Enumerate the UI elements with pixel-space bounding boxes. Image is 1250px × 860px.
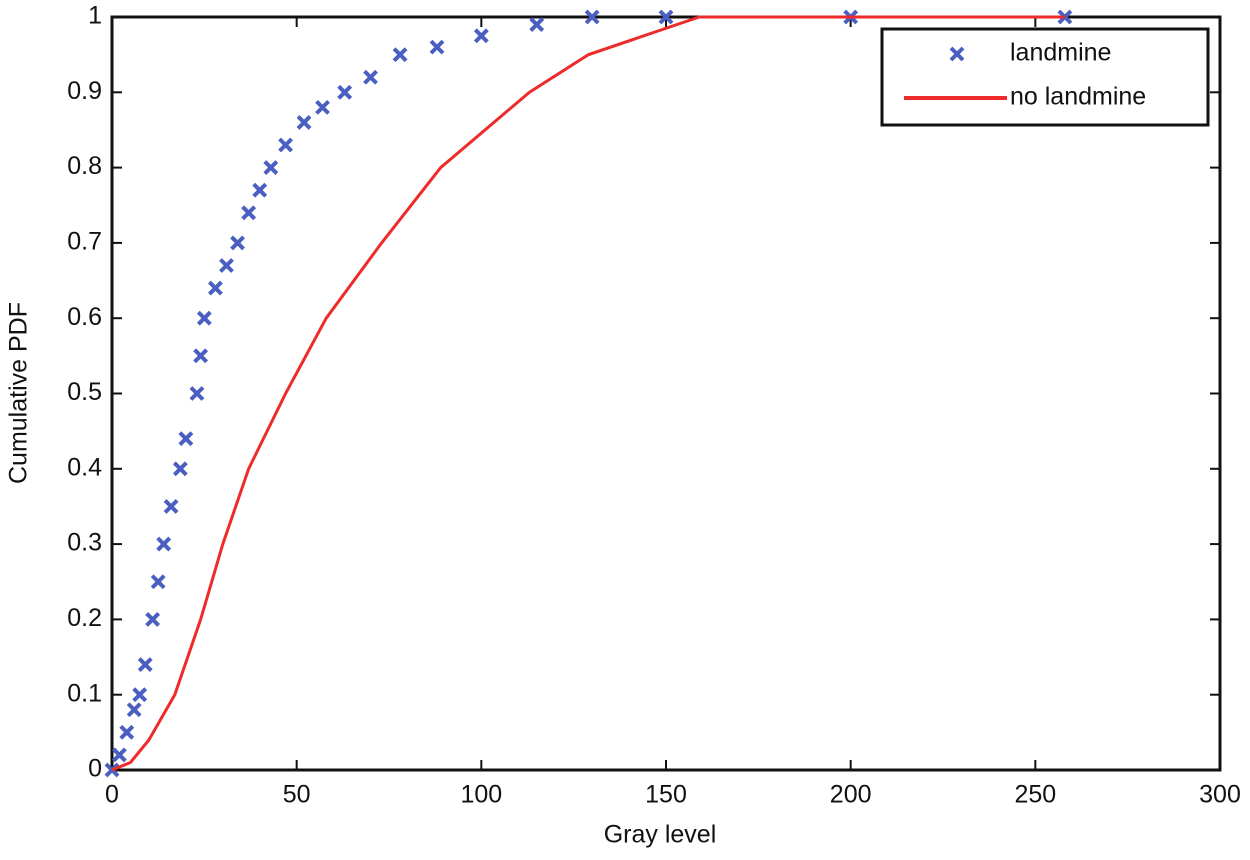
y-tick-label: 0.6 bbox=[67, 303, 102, 331]
marker bbox=[150, 574, 166, 590]
marker bbox=[473, 28, 489, 44]
plot-area bbox=[110, 15, 1222, 772]
marker bbox=[252, 182, 268, 198]
marker bbox=[189, 386, 205, 401]
marker bbox=[241, 205, 257, 221]
marker bbox=[296, 115, 312, 130]
y-tick-label: 0.9 bbox=[67, 77, 102, 105]
marker bbox=[119, 724, 135, 740]
x-tick-label: 200 bbox=[830, 781, 872, 809]
marker bbox=[193, 348, 209, 364]
legend-label: no landmine bbox=[1010, 83, 1146, 111]
x-tick-label: 250 bbox=[1014, 781, 1056, 809]
y-tick-label: 0.3 bbox=[67, 529, 102, 557]
marker bbox=[196, 310, 212, 326]
y-tick-label: 0 bbox=[88, 755, 102, 783]
marker bbox=[178, 431, 194, 447]
marker bbox=[145, 611, 161, 627]
marker bbox=[363, 69, 378, 85]
marker bbox=[207, 280, 223, 296]
legend-marker bbox=[949, 46, 965, 62]
y-tick-label: 0.1 bbox=[67, 679, 102, 707]
y-tick-label: 0.2 bbox=[67, 604, 102, 632]
legend-box bbox=[880, 27, 1210, 127]
marker bbox=[337, 84, 353, 100]
marker bbox=[392, 47, 408, 63]
line bbox=[111, 15, 1065, 772]
marker bbox=[529, 17, 545, 32]
marker bbox=[230, 235, 245, 251]
marker bbox=[172, 461, 188, 477]
marker bbox=[219, 258, 234, 273]
y-tick-label: 1 bbox=[88, 2, 102, 30]
marker bbox=[163, 499, 179, 514]
y-tick-label: 0.4 bbox=[67, 453, 102, 481]
marker bbox=[584, 9, 600, 25]
y-tick-label: 0.7 bbox=[67, 228, 102, 256]
x-tick-label: 300 bbox=[1199, 781, 1241, 809]
x-axis-label: Gray level bbox=[604, 821, 717, 849]
marker bbox=[156, 536, 172, 552]
y-tick-label: 0.5 bbox=[67, 378, 102, 406]
marker bbox=[111, 747, 127, 763]
x-tick-label: 50 bbox=[283, 781, 311, 809]
y-axis-label: Cumulative PDF bbox=[5, 302, 33, 484]
x-tick-label: 150 bbox=[645, 781, 687, 809]
y-tick-label: 0.8 bbox=[67, 152, 102, 180]
x-tick-label: 100 bbox=[460, 781, 502, 809]
legend-label: landmine bbox=[1010, 39, 1111, 67]
marker bbox=[429, 39, 445, 55]
marker bbox=[132, 687, 148, 703]
marker bbox=[658, 9, 674, 25]
marker bbox=[278, 137, 294, 153]
marker bbox=[126, 702, 142, 718]
x-tick-label: 0 bbox=[105, 781, 119, 809]
marker bbox=[315, 99, 330, 115]
marker bbox=[137, 657, 153, 672]
marker bbox=[263, 160, 279, 176]
